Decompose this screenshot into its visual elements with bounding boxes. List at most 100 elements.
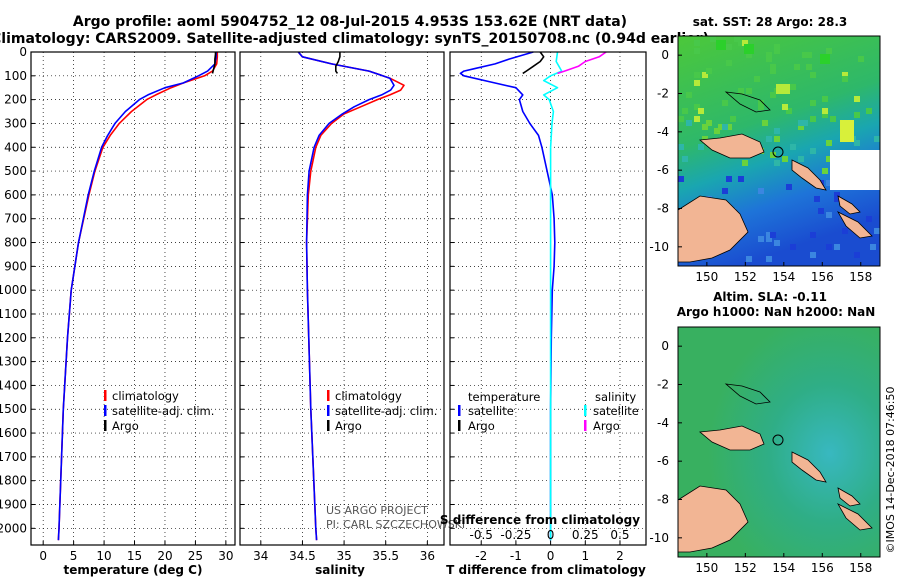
sst-pixel (766, 232, 772, 238)
salinity-legend: climatology satellite-adj. clim. Argo (327, 389, 437, 433)
land-guadalcanal (836, 503, 873, 531)
temperature-legend: climatology satellite-adj. clim. Argo (104, 389, 214, 433)
depth-tick-label: 1000 (0, 283, 27, 297)
salinity-grid (240, 51, 444, 545)
difference-legend: temperature satellite Argo salinity sate… (458, 390, 639, 433)
sst-pixel (774, 48, 780, 54)
salinity-panel: 34 34.5 35 35.5 36 salinity climatology sate… (239, 51, 465, 577)
sst-pixel (758, 100, 764, 106)
map-x-tick-label: 152 (734, 270, 757, 284)
land-solomon (837, 487, 861, 507)
sst-pixel (678, 116, 684, 122)
map-y-tick-label: -10 (649, 240, 669, 254)
sst-frame (677, 35, 881, 267)
map-x-tick-label: 156 (811, 270, 834, 284)
depth-tick-label: 1100 (0, 307, 27, 321)
sla-map-ticks: 150 152 154 156 158 0 -2 -4 -6 -8 -10 (649, 339, 872, 575)
temperature-xlabel: temperature (deg C) (64, 563, 203, 577)
sst-pixel (754, 76, 760, 82)
depth-tick-label: 1200 (0, 331, 27, 345)
legend-swatch-t-satellite (458, 405, 461, 416)
sla-field (678, 327, 880, 557)
sst-pixel (790, 144, 796, 150)
x-tick-label: 2 (616, 549, 624, 563)
depth-tick-label: 700 (4, 212, 27, 226)
difference-frame (449, 51, 647, 546)
sst-pixel (798, 156, 804, 162)
sst-pixel (726, 176, 732, 182)
x-tick-label: 25 (188, 549, 203, 563)
series-line-argo (211, 52, 217, 74)
sst-pixel (810, 232, 816, 238)
difference-grid (450, 51, 646, 545)
legend-s-argo: Argo (593, 419, 620, 433)
sst-pixel (802, 120, 808, 126)
depth-tick-label: 0 (19, 45, 27, 59)
sst-pixel (694, 104, 700, 110)
sst-pixel (686, 92, 692, 98)
sst-pixel (678, 176, 684, 182)
sst-pixel (818, 208, 824, 214)
sst-pixel (738, 176, 744, 182)
salinity-frame (239, 51, 445, 546)
legend-swatch-climatology (104, 390, 107, 401)
sst-pixel (806, 52, 812, 58)
map-x-tick-label: 158 (849, 561, 872, 575)
difference-x-ticks: -2 -1 0 1 2 -0.5 -0.25 0 0.25 0.5 (470, 528, 630, 563)
land-new-guinea (678, 195, 749, 263)
salinity-x-ticks: 34 34.5 35 35.5 36 (253, 541, 435, 563)
legend-swatch-s-satellite (584, 405, 587, 416)
sst-pixel (826, 48, 832, 54)
temperature-panel: 0 5 10 15 20 25 30 0 100 200 300 400 500 600 700 800 90… (0, 45, 236, 577)
x-tick-label: 20 (157, 549, 172, 563)
project-label: US ARGO PROJECT (326, 504, 428, 517)
map-x-tick-label: 158 (849, 270, 872, 284)
sst-pixel (706, 120, 712, 126)
sst-pixel (866, 216, 872, 222)
depth-tick-label: 1600 (0, 426, 27, 440)
sst-pixel (706, 68, 712, 74)
legend-satellite: satellite-adj. clim. (335, 404, 437, 418)
sst-pixel (854, 140, 860, 146)
sst-pixel (710, 36, 716, 42)
sst-pixel (682, 108, 688, 114)
map-y-tick-label: 0 (661, 48, 669, 62)
sst-pixel (842, 76, 848, 82)
x-tick-label: 1 (581, 549, 589, 563)
map-x-tick-label: 154 (772, 561, 795, 575)
sst-pixel (744, 44, 754, 54)
map-x-tick-label: 150 (695, 270, 718, 284)
sst-pixel (810, 116, 816, 122)
sst-pixel (826, 156, 832, 162)
header-line2: Climatology: CARS2009. Satellite-adjuste… (0, 31, 709, 47)
depth-tick-label: 500 (4, 164, 27, 178)
sst-pixel (790, 244, 796, 250)
depth-tick-label: 1500 (0, 402, 27, 416)
sst-pixel (822, 112, 828, 118)
sst-pixel (694, 48, 700, 54)
map-y-tick-label: -10 (649, 531, 669, 545)
land-new-ireland (724, 91, 771, 113)
argo-float-marker (772, 146, 784, 158)
sst-pixel (830, 116, 836, 122)
series-line-argo (334, 52, 341, 74)
sst-pixel (730, 116, 736, 122)
salinity-xlabel: salinity (315, 563, 365, 577)
sst-pixel (822, 96, 828, 102)
sst-pixel (782, 104, 788, 110)
pi-label: PI: CARL SZCZECHOWSKI (326, 518, 465, 531)
sla-map-title1: Altim. SLA: -0.11 (713, 290, 827, 304)
land-bougainville (791, 451, 827, 483)
x-tick-label: 36 (420, 549, 435, 563)
x-tick-label: 15 (127, 549, 142, 563)
map-y-tick-label: -8 (657, 493, 669, 507)
legend-swatch-s-argo (584, 420, 587, 431)
legend-swatch-t-argo (458, 420, 461, 431)
sst-pixel (798, 120, 804, 126)
legend-swatch-satellite (327, 405, 330, 416)
map-x-tick-label: 156 (811, 561, 834, 575)
map-x-tick-label: 150 (695, 561, 718, 575)
sst-pixel (834, 244, 840, 250)
legend-climatology: climatology (335, 389, 402, 403)
temperature-lines (57, 52, 219, 541)
